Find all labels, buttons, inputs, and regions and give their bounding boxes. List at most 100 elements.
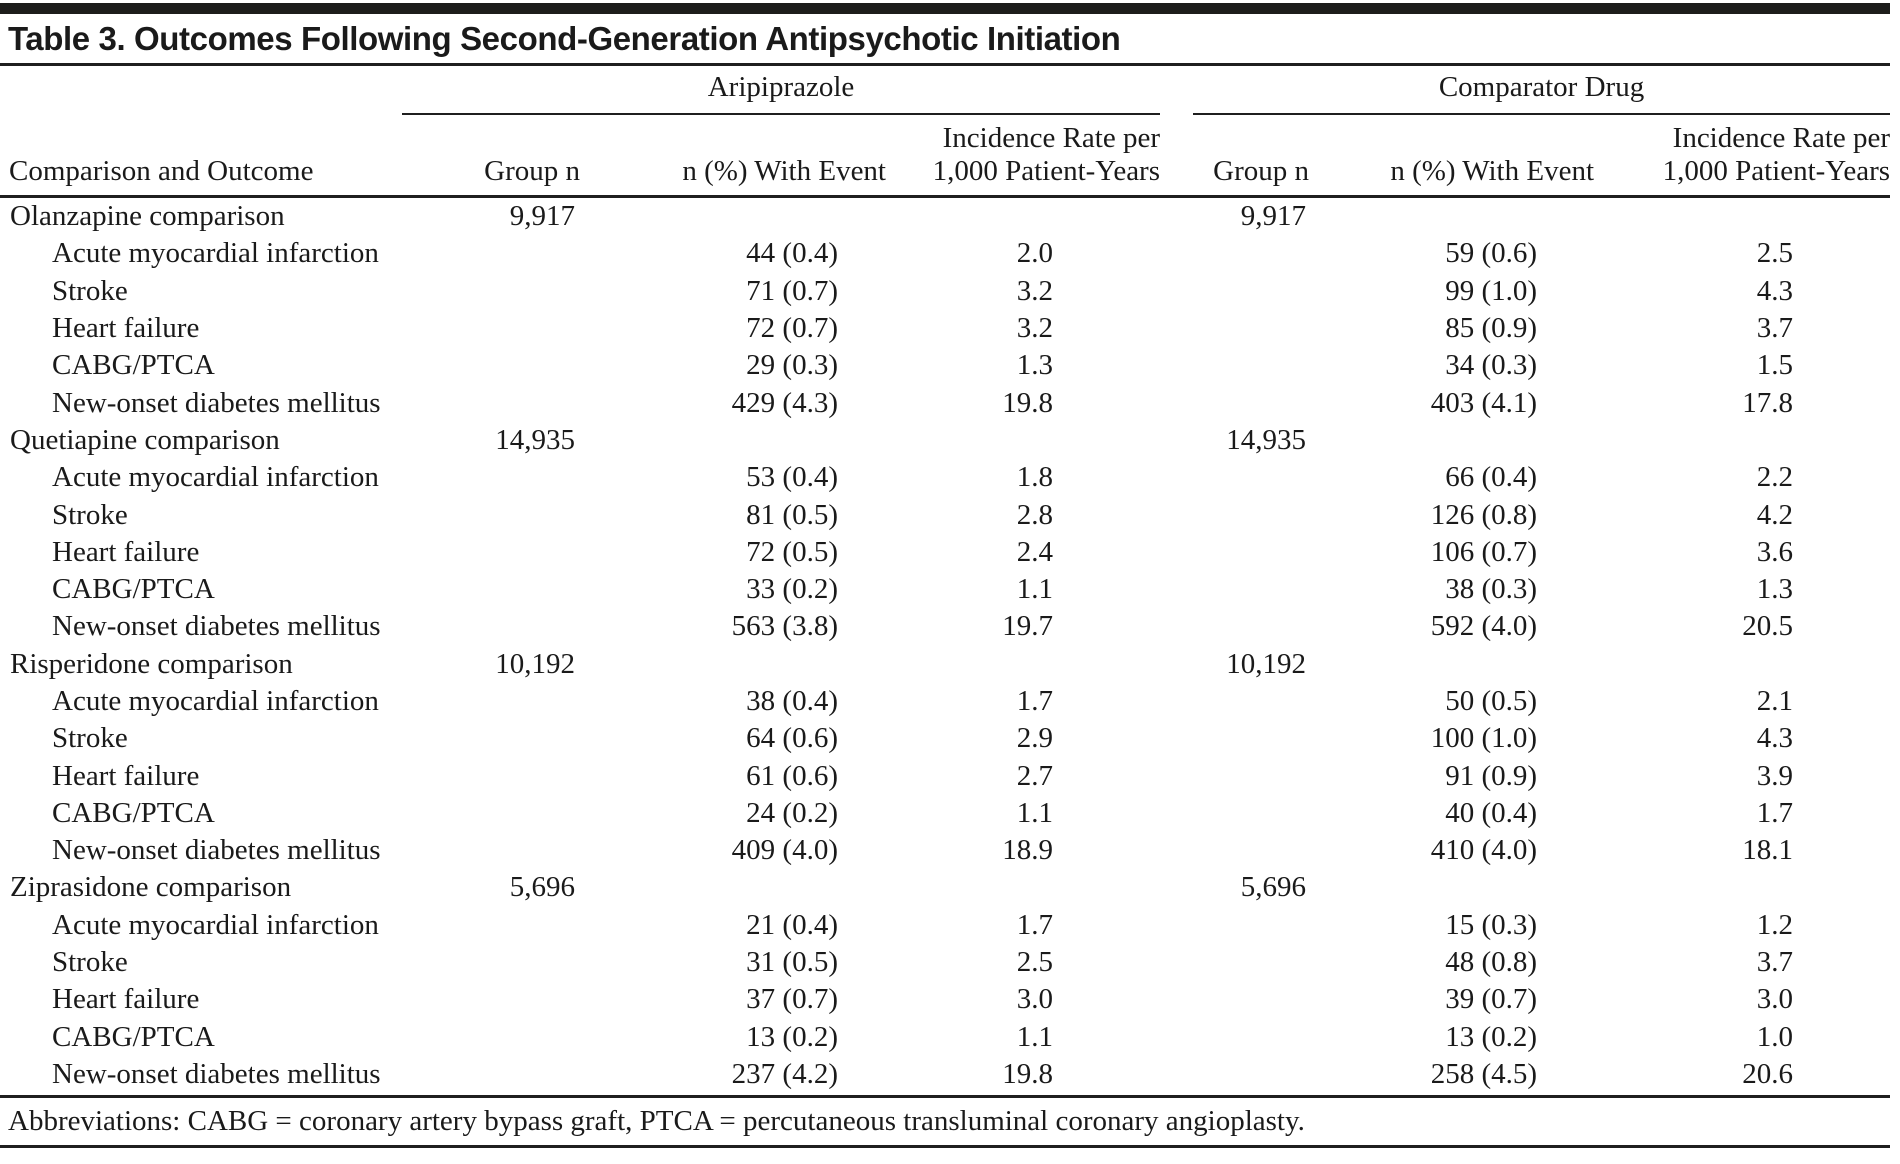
- with-event-cell-aripiprazole: 237 (4.2): [731, 1057, 838, 1090]
- group-header-spacer: [0, 66, 402, 115]
- with-event-cell-aripiprazole: 13 (0.2): [746, 1020, 838, 1053]
- with-event-cell-comparator: 59 (0.6): [1445, 237, 1538, 270]
- incidence-rate-cell-comparator: 20.5: [1742, 610, 1794, 643]
- group-label-aripiprazole: Aripiprazole: [402, 71, 1161, 115]
- incidence-rate-cell-comparator: 3.0: [1756, 983, 1794, 1016]
- incidence-rate-cell-comparator: 4.2: [1756, 498, 1794, 531]
- incidence-rate-cell-aripiprazole: 1.7: [1016, 908, 1054, 941]
- with-event-cell-aripiprazole: 44 (0.4): [746, 237, 838, 270]
- section-row: Quetiapine comparison 14,935 14,935: [0, 422, 1890, 459]
- group-n-cell-comparator: [1160, 1019, 1309, 1056]
- outcome-label-cell: Heart failure: [52, 983, 200, 1016]
- incidence-rate-cell-comparator: 1.5: [1756, 349, 1794, 382]
- table-row: Acute myocardial infarction 53 (0.4) 1.8 66…: [0, 459, 1890, 496]
- group-n-cell-comparator: [1160, 608, 1309, 645]
- incidence-rate-cell-aripiprazole: 1.3: [1016, 349, 1054, 382]
- with-event-cell-comparator: 91 (0.9): [1445, 759, 1538, 792]
- with-event-cell-comparator: 106 (0.7): [1430, 535, 1538, 568]
- group-n-cell-comparator: [1160, 534, 1309, 571]
- section-label-cell: Risperidone comparison: [10, 647, 293, 680]
- incidence-rate-cell-comparator: 3.9: [1756, 759, 1794, 792]
- outcome-label-cell: New-onset diabetes mellitus: [52, 610, 381, 643]
- incidence-header-line1: Incidence Rate per: [942, 122, 1161, 154]
- group-n-cell-aripiprazole: [402, 683, 580, 720]
- incidence-rate-cell-aripiprazole: 3.2: [1016, 274, 1054, 307]
- incidence-rate-cell-comparator: [1594, 422, 1890, 459]
- table-row: Stroke 31 (0.5) 2.5 48 (0.8) 3.7: [0, 944, 1890, 981]
- incidence-rate-cell-comparator: [1594, 869, 1890, 906]
- incidence-rate-cell-comparator: 3.7: [1756, 946, 1794, 979]
- table-row: CABG/PTCA 33 (0.2) 1.1 38 (0.3) 1.3: [0, 571, 1890, 608]
- table-row: Heart failure 72 (0.5) 2.4 106 (0.7) 3.6: [0, 534, 1890, 571]
- with-event-cell-comparator: [1309, 646, 1594, 683]
- outcome-label-cell: CABG/PTCA: [52, 349, 215, 382]
- with-event-cell-aripiprazole: [580, 422, 886, 459]
- outcome-label-cell: New-onset diabetes mellitus: [52, 386, 381, 419]
- incidence-rate-cell-comparator: 4.3: [1756, 274, 1794, 307]
- group-n-cell-comparator: 10,192: [1226, 647, 1307, 680]
- table-top-bar: [0, 3, 1890, 14]
- with-event-cell-comparator: 50 (0.5): [1445, 685, 1538, 717]
- section-label-cell: Olanzapine comparison: [10, 200, 285, 233]
- incidence-header-line2: 1,000 Patient-Years: [932, 155, 1161, 187]
- group-n-cell-aripiprazole: [402, 832, 580, 869]
- incidence-rate-cell-aripiprazole: [886, 197, 1160, 236]
- incidence-rate-cell-aripiprazole: 2.9: [1016, 722, 1054, 755]
- group-n-cell-aripiprazole: [402, 757, 580, 794]
- incidence-rate-cell-comparator: [1594, 646, 1890, 683]
- group-n-cell-comparator: [1160, 571, 1309, 608]
- with-event-cell-comparator: 126 (0.8): [1430, 498, 1538, 531]
- incidence-rate-cell-aripiprazole: 1.1: [1016, 1020, 1054, 1053]
- with-event-cell-comparator: [1309, 197, 1594, 236]
- incidence-rate-cell-aripiprazole: 2.8: [1016, 498, 1054, 531]
- outcome-label-cell: CABG/PTCA: [52, 573, 215, 606]
- group-n-cell-aripiprazole: [402, 1056, 580, 1093]
- section-row: Ziprasidone comparison 5,696 5,696: [0, 869, 1890, 906]
- table-row: Stroke 81 (0.5) 2.8 126 (0.8) 4.2: [0, 496, 1890, 533]
- group-n-cell-aripiprazole: [402, 496, 580, 533]
- incidence-rate-cell-comparator: [1594, 197, 1890, 236]
- table-row: New-onset diabetes mellitus 237 (4.2) 19.8…: [0, 1056, 1890, 1093]
- incidence-header-line1: Incidence Rate per: [1672, 122, 1891, 154]
- incidence-rate-cell-aripiprazole: 1.1: [1016, 796, 1054, 829]
- with-event-cell-comparator: 592 (4.0): [1430, 610, 1538, 643]
- col-header-group-n-aripiprazole: Group n: [402, 115, 580, 198]
- with-event-cell-comparator: [1309, 869, 1594, 906]
- incidence-rate-cell-aripiprazole: 1.7: [1016, 685, 1054, 717]
- outcome-label-cell: New-onset diabetes mellitus: [52, 1057, 381, 1090]
- group-n-cell-comparator: [1160, 235, 1309, 272]
- group-n-cell-comparator: [1160, 273, 1309, 310]
- group-n-cell-aripiprazole: 10,192: [495, 647, 575, 680]
- table-row: New-onset diabetes mellitus 563 (3.8) 19.7…: [0, 608, 1890, 645]
- incidence-rate-cell-aripiprazole: 1.1: [1016, 573, 1054, 606]
- abbreviations-footnote: Abbreviations: CABG = coronary artery by…: [8, 1105, 1305, 1138]
- group-n-cell-comparator: [1160, 832, 1309, 869]
- with-event-cell-comparator: 99 (1.0): [1445, 274, 1538, 307]
- incidence-rate-cell-comparator: 2.2: [1756, 461, 1794, 494]
- with-event-cell-comparator: 34 (0.3): [1445, 349, 1538, 382]
- group-n-cell-comparator: [1160, 944, 1309, 981]
- with-event-cell-aripiprazole: 563 (3.8): [731, 610, 838, 643]
- with-event-cell-comparator: [1309, 422, 1594, 459]
- group-header-row: Aripiprazole Comparator Drug: [0, 66, 1891, 115]
- with-event-cell-comparator: 48 (0.8): [1445, 946, 1538, 979]
- incidence-rate-cell-aripiprazole: 19.8: [1002, 1057, 1054, 1090]
- incidence-rate-cell-aripiprazole: 2.4: [1016, 535, 1054, 568]
- col-header-with-event-aripiprazole: n (%) With Event: [580, 115, 886, 198]
- group-n-cell-aripiprazole: [402, 534, 580, 571]
- with-event-cell-aripiprazole: 72 (0.5): [746, 535, 838, 568]
- with-event-cell-aripiprazole: 53 (0.4): [746, 461, 838, 494]
- outcome-label-cell: CABG/PTCA: [52, 796, 215, 829]
- with-event-cell-aripiprazole: 61 (0.6): [746, 759, 838, 792]
- group-n-cell-aripiprazole: [402, 459, 580, 496]
- with-event-cell-aripiprazole: 31 (0.5): [746, 946, 838, 979]
- with-event-cell-comparator: 410 (4.0): [1430, 834, 1538, 867]
- group-n-cell-comparator: [1160, 1056, 1309, 1093]
- group-n-cell-comparator: [1160, 757, 1309, 794]
- table-row: Heart failure 72 (0.7) 3.2 85 (0.9) 3.7: [0, 310, 1890, 347]
- with-event-cell-comparator: 66 (0.4): [1445, 461, 1538, 494]
- group-n-cell-aripiprazole: 9,917: [509, 200, 575, 233]
- outcome-label-cell: Stroke: [52, 722, 128, 755]
- with-event-cell-aripiprazole: 33 (0.2): [746, 573, 838, 606]
- with-event-cell-comparator: 38 (0.3): [1445, 573, 1538, 606]
